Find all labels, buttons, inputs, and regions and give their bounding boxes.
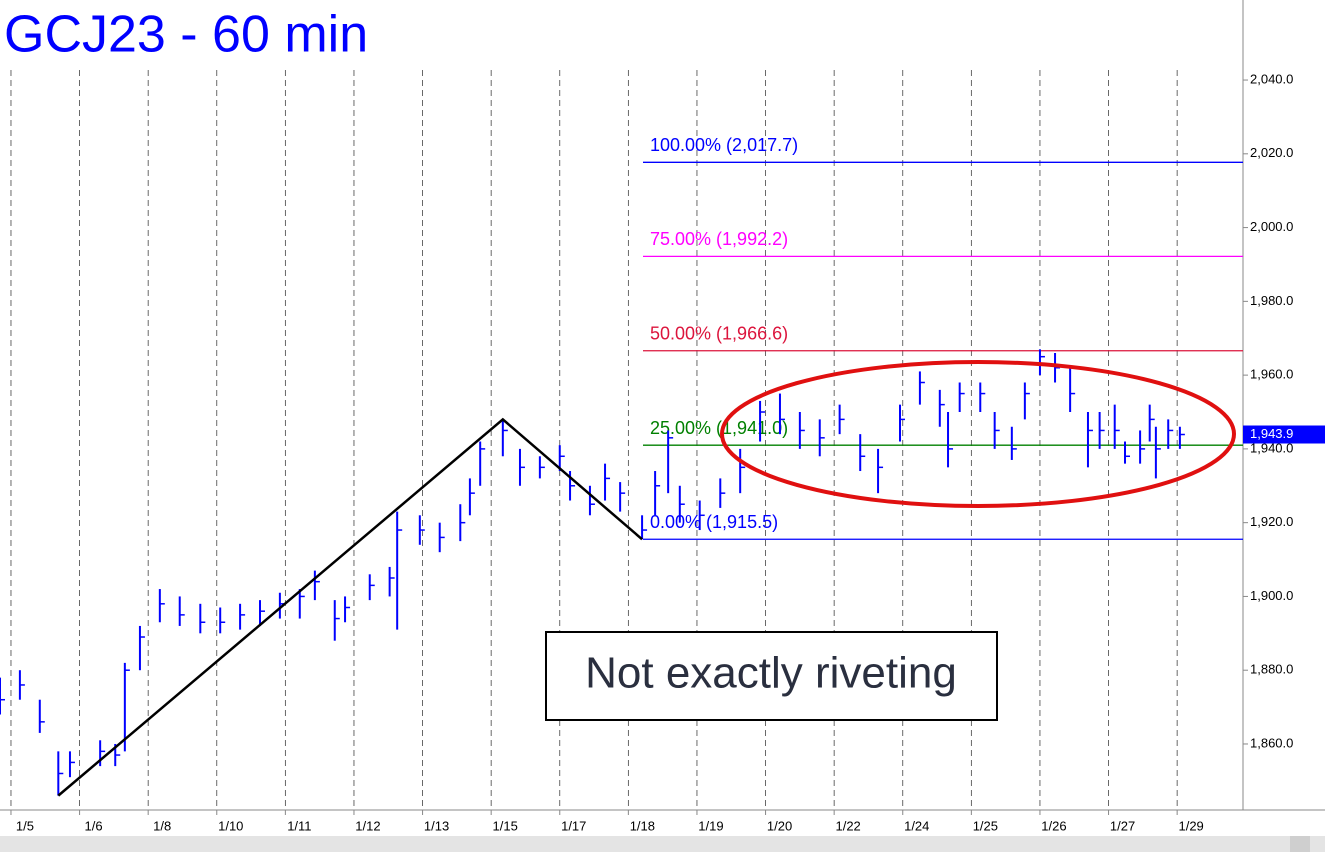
y-tick-label: 2,020.0 bbox=[1250, 145, 1293, 160]
y-tick-label: 1,960.0 bbox=[1250, 367, 1293, 382]
x-tick-label: 1/29 bbox=[1178, 818, 1203, 833]
last-price-label: 1,943.9 bbox=[1250, 426, 1293, 441]
y-tick-label: 1,920.0 bbox=[1250, 514, 1293, 529]
x-tick-label: 1/15 bbox=[493, 818, 518, 833]
x-tick-label: 1/13 bbox=[424, 818, 449, 833]
scrollbar[interactable] bbox=[0, 836, 1325, 852]
x-tick-label: 1/18 bbox=[630, 818, 655, 833]
x-tick-label: 1/17 bbox=[561, 818, 586, 833]
highlight-ellipse bbox=[720, 360, 1236, 508]
chart-title: GCJ23 - 60 min bbox=[4, 6, 368, 64]
y-tick-label: 2,000.0 bbox=[1250, 219, 1293, 234]
x-tick-label: 1/8 bbox=[153, 818, 171, 833]
fib-label: 50.00% (1,966.6) bbox=[650, 324, 788, 344]
y-tick-label: 1,900.0 bbox=[1250, 588, 1293, 603]
fib-label: 0.00% (1,915.5) bbox=[650, 512, 778, 532]
y-tick-label: 1,860.0 bbox=[1250, 735, 1293, 750]
note: Not exactly riveting bbox=[585, 649, 957, 698]
fib-label: 100.00% (2,017.7) bbox=[650, 135, 798, 155]
y-tick-label: 1,980.0 bbox=[1250, 293, 1293, 308]
y-tick-label: 1,880.0 bbox=[1250, 662, 1293, 677]
scroll-thumb[interactable] bbox=[1290, 836, 1310, 852]
x-tick-label: 1/25 bbox=[973, 818, 998, 833]
x-tick-label: 1/22 bbox=[835, 818, 860, 833]
x-tick-label: 1/6 bbox=[85, 818, 103, 833]
x-tick-label: 1/5 bbox=[16, 818, 34, 833]
x-tick-label: 1/10 bbox=[218, 818, 243, 833]
fib-label: 75.00% (1,992.2) bbox=[650, 229, 788, 249]
swing-line bbox=[57, 417, 643, 797]
x-tick-label: 1/12 bbox=[355, 818, 380, 833]
y-tick-label: 1,940.0 bbox=[1250, 440, 1293, 455]
x-tick-label: 1/11 bbox=[287, 818, 311, 833]
x-tick-label: 1/26 bbox=[1041, 818, 1066, 833]
y-tick-label: 2,040.0 bbox=[1250, 71, 1293, 86]
note-box bbox=[545, 631, 998, 721]
x-tick-label: 1/20 bbox=[767, 818, 792, 833]
x-tick-label: 1/24 bbox=[904, 818, 929, 833]
fib-label: 25.00% (1,941.0) bbox=[650, 418, 788, 438]
x-tick-label: 1/27 bbox=[1110, 818, 1135, 833]
last-price-box bbox=[1243, 425, 1325, 444]
x-tick-label: 1/19 bbox=[698, 818, 723, 833]
plot: 1,860.0 1,880.0 1,900.0 1,920.0 1,940.0 1,960… bbox=[0, 70, 1325, 833]
